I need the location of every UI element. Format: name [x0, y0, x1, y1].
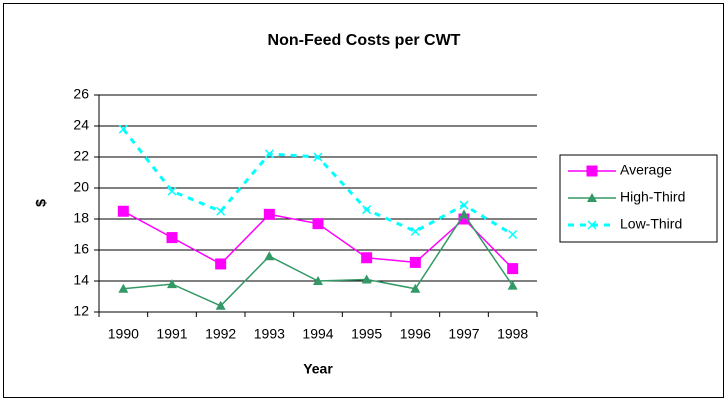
y-tick-label: 16: [73, 241, 89, 257]
data-point: [167, 279, 177, 289]
chart-title: Non-Feed Costs per CWT: [268, 32, 461, 49]
data-point: [313, 276, 323, 285]
x-axis-label: Year: [303, 361, 333, 377]
y-tick-label: 26: [73, 86, 89, 102]
data-point: [215, 258, 227, 270]
data-point: [166, 232, 178, 244]
data-point: [264, 149, 274, 159]
y-tick-label: 18: [73, 210, 89, 226]
y-tick-label: 20: [73, 179, 89, 195]
y-axis-label: $: [33, 199, 49, 207]
data-point: [167, 186, 177, 196]
legend-label: Average: [620, 162, 672, 178]
y-tick-label: 24: [73, 117, 89, 133]
data-point: [507, 280, 518, 290]
x-tick-label: 1997: [448, 326, 479, 342]
legend-label: High-Third: [620, 189, 685, 205]
data-point: [117, 205, 129, 217]
data-point: [361, 274, 372, 284]
data-point: [118, 283, 129, 293]
data-point: [362, 205, 372, 215]
legend-label: Low-Third: [620, 216, 682, 232]
data-point: [313, 152, 323, 162]
data-point: [118, 124, 128, 134]
y-tick-label: 14: [73, 272, 89, 288]
x-tick-label: 1998: [497, 326, 528, 342]
x-tick-label: 1992: [205, 326, 236, 342]
data-point: [312, 218, 324, 230]
data-point: [410, 226, 420, 236]
data-point: [508, 229, 518, 240]
y-tick-label: 12: [73, 303, 89, 319]
data-point: [264, 251, 275, 261]
y-tick-label: 22: [73, 148, 89, 164]
legend-marker: [587, 220, 597, 230]
legend-marker: [587, 193, 597, 202]
data-point: [215, 300, 226, 310]
data-point: [507, 263, 519, 275]
x-tick-label: 1990: [108, 326, 139, 342]
x-tick-label: 1993: [254, 326, 285, 342]
x-tick-label: 1995: [351, 326, 382, 342]
data-point: [263, 208, 275, 220]
data-point: [459, 200, 469, 210]
data-point: [216, 206, 226, 216]
x-tick-label: 1996: [400, 326, 431, 342]
x-tick-label: 1991: [156, 326, 187, 342]
data-point: [410, 283, 421, 293]
data-point: [409, 256, 421, 268]
data-point: [459, 209, 469, 219]
data-point: [361, 252, 373, 264]
x-tick-label: 1994: [302, 326, 333, 342]
legend-marker: [586, 165, 598, 177]
